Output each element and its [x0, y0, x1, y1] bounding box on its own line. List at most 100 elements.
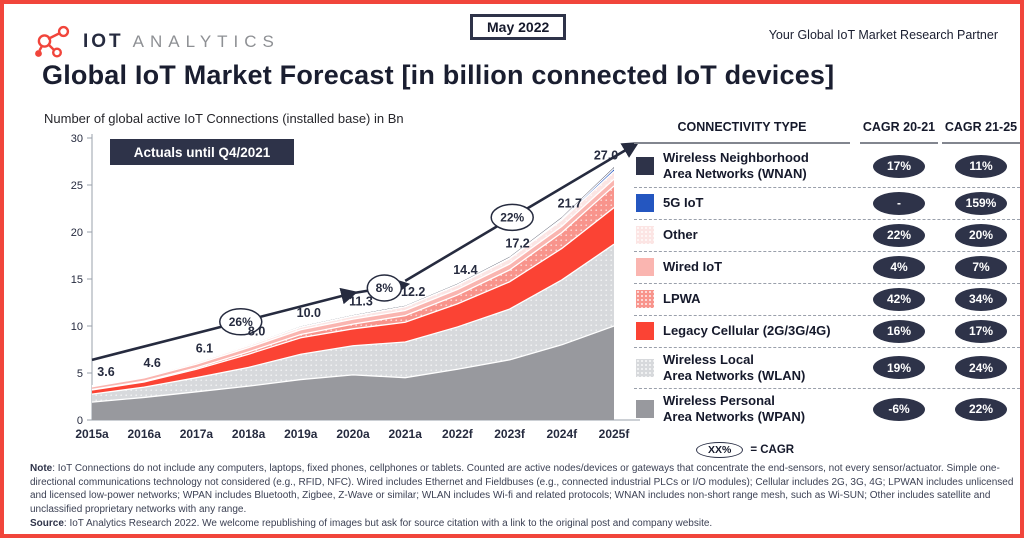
table-header-row: CONNECTIVITY TYPE CAGR 20-21 CAGR 21-25 [634, 120, 1020, 146]
chart-canvas: 0 5 10 15 20 25 30 2015a 2016a 2017a 2018a 2019a 202… [71, 133, 640, 441]
source-label: Source [30, 518, 64, 530]
table-row: Wireless Local Area Networks (WLAN) 19% 24% [634, 348, 1020, 389]
total-value-label: 27.0 [594, 149, 618, 163]
badge-cell: 22% [942, 397, 1020, 421]
badge-cell: -6% [860, 397, 938, 421]
badge-cell: 16% [860, 319, 938, 343]
source-text: Source: IoT Analytics Research 2022. We … [30, 518, 713, 530]
cagr-21-25-badge: 7% [955, 255, 1007, 279]
series-label: LPWA [663, 290, 701, 306]
x-axis-label: 2023f [494, 427, 526, 441]
table-row: Wireless Personal Area Networks (WPAN) -6%… [634, 389, 1020, 430]
total-value-label: 14.4 [453, 263, 477, 277]
footnotes: Note: IoT Connections do not include any… [30, 462, 1016, 531]
molecule-icon [35, 25, 70, 58]
cagr-20-21-badge: 4% [873, 255, 925, 279]
badge-cell: 17% [860, 154, 938, 178]
series-color-swatch [636, 226, 654, 244]
series-color-swatch [636, 258, 654, 276]
total-value-label: 12.2 [401, 285, 425, 299]
cagr-20-21-badge: -6% [873, 397, 925, 421]
cagr-21-25-badge: 22% [955, 397, 1007, 421]
table-row: Other 22% 20% [634, 220, 1020, 252]
badge-cell: - [860, 191, 938, 215]
cagr-bubble-label: 26% [229, 315, 253, 329]
series-color-swatch [636, 194, 654, 212]
cagr-20-21-badge: 17% [873, 154, 925, 178]
area-layer [92, 326, 614, 420]
svg-text:15: 15 [71, 274, 83, 286]
actuals-badge-label: Actuals until Q4/2021 [134, 145, 271, 160]
total-value-label: 11.3 [349, 295, 373, 309]
table-row: Legacy Cellular (2G/3G/4G) 16% 17% [634, 316, 1020, 348]
x-axis-label: 2022f [442, 427, 474, 441]
table-rows: Wireless Neighborhood Area Networks (WNAN… [634, 146, 1020, 430]
series-label: Wireless Personal Area Networks (WPAN) [663, 393, 806, 425]
svg-text:25: 25 [71, 180, 83, 192]
cagr-bubble-label: 22% [500, 210, 524, 224]
header-cagr-21-25: CAGR 21-25 [942, 120, 1020, 144]
table-row: LPWA 42% 34% [634, 284, 1020, 316]
x-axis-label: 2025f [599, 427, 631, 441]
series-color-swatch [636, 400, 654, 419]
total-value-label: 6.1 [196, 341, 213, 355]
series-label: Wireless Neighborhood Area Networks (WNAN… [663, 150, 809, 182]
badge-cell: 42% [860, 287, 938, 311]
x-axis-label: 2016a [128, 427, 162, 441]
cagr-20-21-badge: 22% [873, 223, 925, 247]
header-cagr-20-21: CAGR 20-21 [860, 120, 938, 144]
cagr-21-25-badge: 11% [955, 154, 1007, 178]
badge-cell: 17% [942, 319, 1020, 343]
badge-cell: 19% [860, 356, 938, 380]
cagr-20-21-badge: 16% [873, 319, 925, 343]
cagr-21-25-badge: 24% [955, 356, 1007, 380]
badge-cell: 22% [860, 223, 938, 247]
tagline: Your Global IoT Market Research Partner [768, 28, 998, 42]
note-label: Note [30, 463, 53, 474]
badge-cell: 24% [942, 356, 1020, 380]
svg-text:20: 20 [71, 227, 83, 239]
total-value-label: 17.2 [505, 236, 529, 250]
table-row: 5G IoT - 159% [634, 188, 1020, 220]
series-color-swatch [636, 290, 654, 308]
series-color-swatch [636, 157, 654, 176]
cagr-21-25-badge: 17% [955, 319, 1007, 343]
cagr-21-25-badge: 34% [955, 287, 1007, 311]
page-title: Global IoT Market Forecast [in billion c… [42, 60, 835, 90]
cagr-legend: XX% = CAGR [696, 441, 1020, 458]
cagr-21-25-badge: 20% [955, 223, 1007, 247]
x-axis-label: 2021a [389, 427, 423, 441]
actuals-badge [110, 139, 294, 165]
svg-text:5: 5 [77, 368, 83, 380]
x-axis-label: 2018a [232, 427, 266, 441]
stacked-area-chart: 0 5 10 15 20 25 30 2015a 2016a 2017a 2018a 2019a 202… [30, 124, 670, 459]
badge-cell: 7% [942, 255, 1020, 279]
series-label: Other [663, 226, 698, 242]
connectivity-table: CONNECTIVITY TYPE CAGR 20-21 CAGR 21-25 … [634, 120, 1020, 458]
svg-text:30: 30 [71, 133, 83, 145]
cagr-bubble [490, 203, 534, 232]
area-layer [92, 207, 614, 395]
series-label: Wired IoT [663, 258, 723, 274]
total-value-label: 21.7 [558, 197, 582, 211]
svg-text:10: 10 [71, 321, 83, 333]
x-axis-label: 2020a [336, 427, 370, 441]
series-label: 5G IoT [663, 194, 704, 210]
svg-text:0: 0 [77, 415, 83, 427]
cagr-21-25-badge: 159% [955, 191, 1007, 215]
cagr-20-21-badge: - [873, 191, 925, 215]
table-row: Wireless Neighborhood Area Networks (WNAN… [634, 146, 1020, 188]
cagr-legend-label: = CAGR [750, 443, 795, 456]
x-axis-label: 2019a [284, 427, 318, 441]
cagr-oval-sample: XX% [696, 441, 744, 458]
badge-cell: 20% [942, 223, 1020, 247]
cagr-bubble [366, 274, 403, 302]
series-label: Legacy Cellular (2G/3G/4G) [663, 322, 831, 338]
badge-cell: 159% [942, 191, 1020, 215]
total-value-label: 8.0 [248, 324, 265, 338]
series-color-swatch [636, 358, 654, 377]
area-layer [92, 244, 614, 403]
chart-subtitle: Number of global active IoT Connections … [44, 111, 404, 126]
table-row: Wired IoT 4% 7% [634, 252, 1020, 284]
